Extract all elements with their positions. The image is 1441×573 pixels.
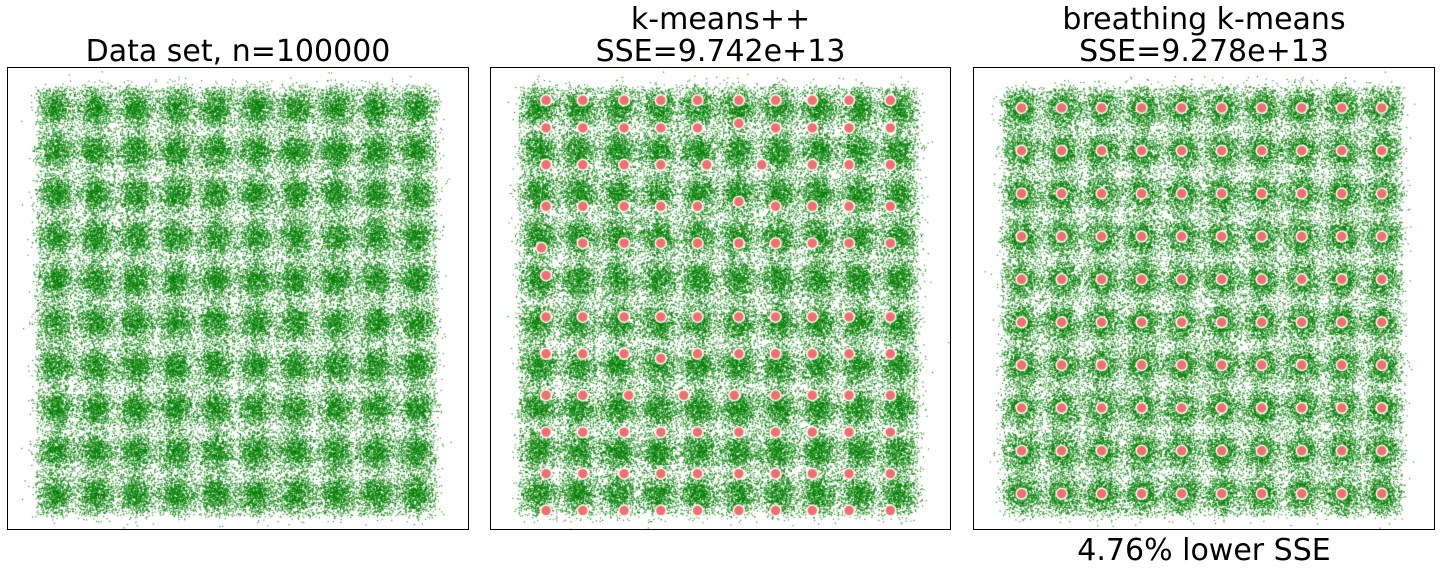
plot-area — [973, 67, 1435, 530]
scatter-canvas-kmeanspp — [491, 68, 950, 529]
plot-area — [490, 67, 951, 530]
sse-improvement-caption: 4.76% lower SSE — [1077, 533, 1331, 568]
scatter-canvas-breathing — [974, 68, 1434, 529]
panel-breathing: breathing k-means SSE=9.278e+13 4.76% lo… — [973, 0, 1435, 573]
chart-title-line1: k-means++ — [630, 2, 811, 37]
chart-title-line2: SSE=9.742e+13 — [595, 34, 846, 69]
panel-dataset: Data set, n=100000 — [7, 0, 469, 573]
scatter-canvas-dataset — [8, 68, 468, 529]
chart-title-line2: SSE=9.278e+13 — [1079, 34, 1329, 69]
chart-title-line1: breathing k-means — [1062, 2, 1346, 37]
plot-area — [7, 67, 469, 530]
chart-title: Data set, n=100000 — [85, 34, 391, 69]
panel-kmeanspp: k-means++ SSE=9.742e+13 — [490, 0, 951, 573]
